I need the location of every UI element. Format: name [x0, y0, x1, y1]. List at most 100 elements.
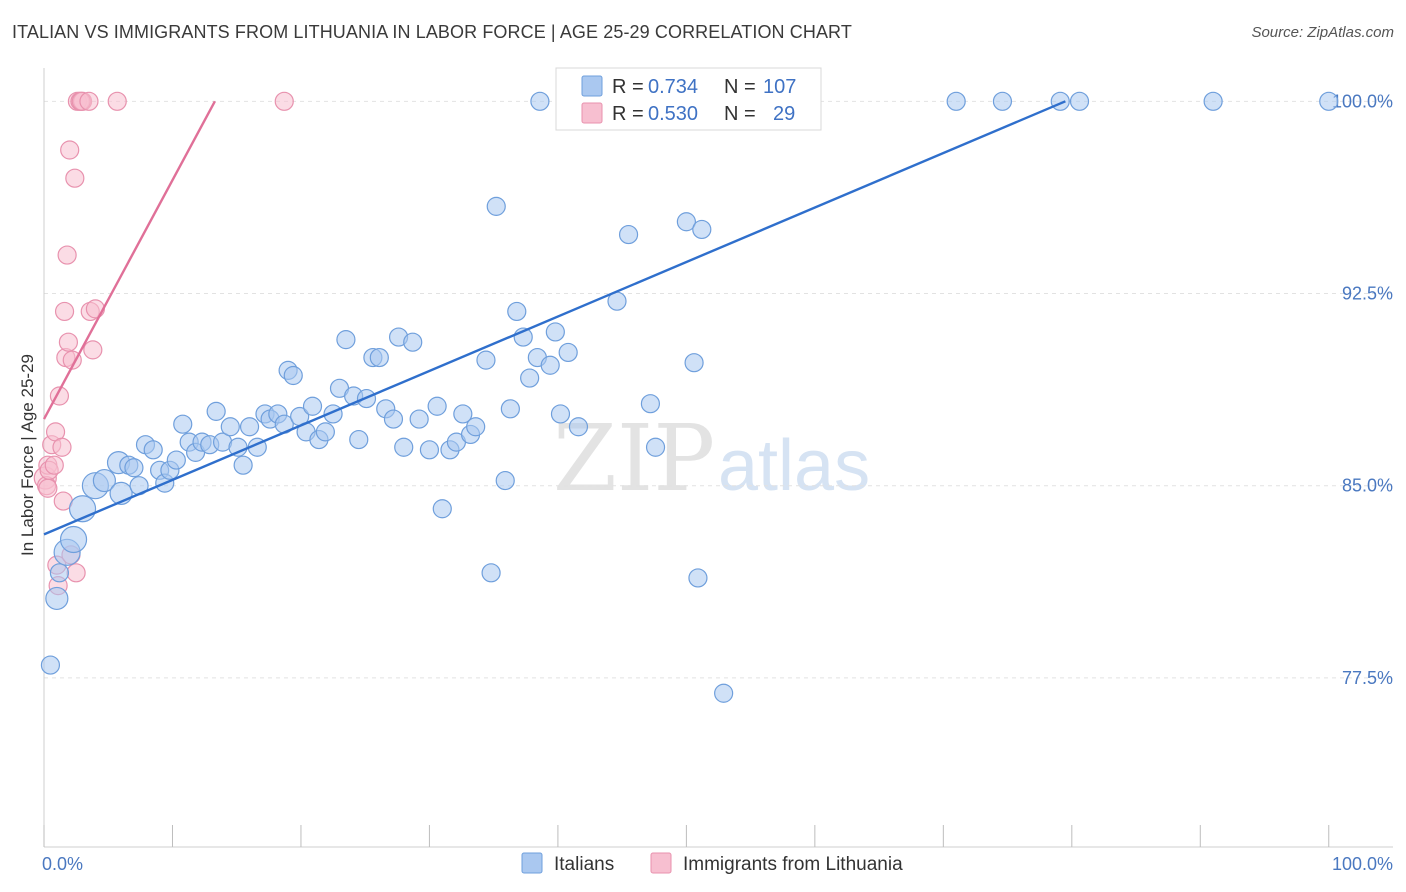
italians-point — [530, 91, 550, 111]
italians-point — [49, 563, 70, 583]
italians-point — [124, 458, 144, 478]
italians-point — [1319, 91, 1339, 111]
y-axis-label: In Labor Force | Age 25-29 — [18, 354, 37, 556]
italians-point — [946, 91, 966, 111]
legend-swatch-lithuania — [581, 102, 603, 124]
italians-point — [992, 91, 1013, 111]
chart-title: ITALIAN VS IMMIGRANTS FROM LITHUANIA IN … — [12, 22, 852, 42]
lithuania-point — [65, 168, 85, 188]
italians-point — [550, 404, 571, 424]
italians-point — [403, 332, 423, 352]
italians-point — [676, 212, 696, 232]
italians-point — [645, 437, 666, 457]
bottom-legend-swatch-italians — [521, 852, 543, 874]
legend-r-label-italians: R = — [612, 76, 644, 98]
series-italians-points — [40, 91, 1339, 703]
italians-point — [1050, 91, 1070, 111]
italians-point — [558, 342, 578, 363]
italians-point — [618, 224, 639, 245]
italians-point — [688, 568, 708, 588]
italians-point — [45, 586, 69, 611]
italians-point — [495, 470, 515, 491]
italians-point — [233, 455, 253, 475]
italians-trend-line — [43, 100, 1066, 536]
italians-point — [486, 196, 506, 216]
series-legend: Italians Immigrants from Lithuania — [521, 852, 903, 875]
italians-point — [383, 409, 404, 429]
italians-point — [453, 404, 473, 424]
legend-r-label-lithuania: R = — [612, 103, 644, 125]
italians-point — [476, 350, 496, 370]
italians-point — [481, 563, 501, 583]
italians-point — [349, 429, 369, 450]
series-lithuania-points — [33, 91, 294, 596]
grid-lines — [44, 100, 1393, 679]
italians-point — [540, 355, 560, 375]
lithuania-point — [66, 563, 86, 583]
lithuania-point — [107, 91, 127, 111]
italians-point — [173, 414, 193, 434]
italians-point — [507, 301, 527, 322]
lithuania-point — [57, 245, 77, 265]
italians-point — [1069, 91, 1090, 111]
italians-point — [692, 219, 712, 240]
lithuania-point — [60, 140, 80, 160]
legend-swatch-italians — [581, 75, 603, 97]
italians-point — [92, 468, 116, 493]
y-tick-label: 77.5% — [1342, 668, 1393, 688]
y-tick-label: 85.0% — [1342, 476, 1393, 496]
italians-point — [568, 417, 589, 437]
italians-point — [302, 396, 323, 416]
legend-n-label-lithuania: N = — [724, 103, 756, 125]
source-credit: Source: ZipAtlas.com — [1251, 24, 1394, 41]
italians-point — [684, 353, 704, 373]
italians-point — [432, 499, 452, 519]
italians-point — [283, 365, 303, 386]
legend-n-label-italians: N = — [724, 76, 756, 98]
legend-n-value-lithuania: 29 — [773, 103, 795, 125]
lithuania-point — [54, 301, 75, 322]
italians-point — [336, 330, 356, 350]
italians-point — [40, 655, 61, 675]
bottom-legend-label-italians: Italians — [554, 854, 614, 875]
italians-point — [520, 368, 540, 388]
trend-lines — [42, 100, 1066, 536]
italians-point — [143, 440, 163, 460]
x-tick-label-min: 0.0% — [42, 854, 83, 874]
italians-point — [409, 409, 429, 429]
italians-point — [1203, 91, 1223, 111]
lithuania-point — [58, 332, 79, 352]
italians-point — [59, 525, 88, 554]
lithuania-point — [83, 340, 103, 360]
lithuania-point — [44, 455, 64, 475]
italians-point — [714, 683, 734, 703]
x-tick-label-max: 100.0% — [1332, 854, 1393, 874]
y-tick-labels: 77.5% 85.0% 92.5% 100.0% — [1332, 91, 1393, 688]
italians-point — [427, 396, 447, 416]
legend-r-value-lithuania: 0.530 — [648, 103, 698, 125]
lithuania-point — [52, 437, 72, 457]
watermark-atlas: atlas — [718, 426, 870, 506]
lithuania-point — [85, 299, 105, 319]
italians-point — [206, 401, 226, 421]
italians-point — [545, 322, 565, 342]
stats-legend: R = 0.734 N = 107 R = 0.530 N = 29 — [555, 67, 822, 131]
italians-point — [239, 417, 260, 437]
lithuania-trend-line — [42, 100, 216, 420]
y-tick-label: 100.0% — [1332, 91, 1393, 111]
legend-r-value-italians: 0.734 — [648, 76, 698, 98]
italians-point — [466, 417, 486, 437]
bottom-legend-swatch-lithuania — [650, 852, 672, 874]
italians-point — [220, 417, 240, 437]
italians-point — [166, 450, 186, 470]
y-tick-label: 92.5% — [1342, 284, 1393, 304]
italians-point — [369, 347, 389, 368]
italians-point — [500, 399, 520, 419]
italians-point — [419, 440, 440, 460]
lithuania-point — [38, 478, 58, 498]
lithuania-point — [274, 91, 294, 111]
lithuania-point — [79, 91, 99, 111]
legend-n-value-italians: 107 — [763, 76, 796, 98]
bottom-legend-label-lithuania: Immigrants from Lithuania — [683, 854, 903, 875]
